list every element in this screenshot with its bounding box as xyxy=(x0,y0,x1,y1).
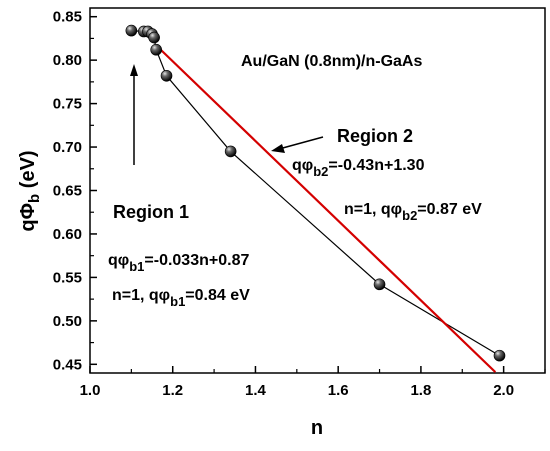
region-1-value: n=1, qφb1=0.84 eV xyxy=(112,287,250,309)
y-tick-label: 0.55 xyxy=(53,269,82,286)
data-point xyxy=(493,349,506,362)
y-axis-ticks: 0.45 0.50 0.55 0.60 0.65 0.70 0.75 0.80 0.85 xyxy=(53,9,97,373)
y-tick-label: 0.60 xyxy=(53,226,82,243)
data-point xyxy=(160,69,173,82)
y-tick-label: 0.70 xyxy=(53,139,82,156)
data-point xyxy=(150,43,162,56)
y-tick-label: 0.50 xyxy=(53,313,82,330)
x-axis-ticks: 1.0 1.2 1.4 1.6 1.8 2.0 xyxy=(80,366,546,399)
y-tick-label: 0.45 xyxy=(53,356,82,373)
x-tick-label: 1.0 xyxy=(80,382,101,399)
x-tick-label: 2.0 xyxy=(493,382,514,399)
region-1-arrow xyxy=(130,64,138,165)
y-tick-label: 0.85 xyxy=(53,9,82,26)
x-tick-label: 1.2 xyxy=(162,382,183,399)
region-2-label: Region 2 xyxy=(337,126,413,146)
region-2-arrow xyxy=(271,136,324,153)
region-2-value: n=1, qφb2=0.87 eV xyxy=(344,201,482,223)
x-tick-label: 1.8 xyxy=(410,382,431,399)
chart-title: Au/GaN (0.8nm)/n-GaAs xyxy=(241,53,422,70)
data-point xyxy=(148,31,160,44)
y-tick-label: 0.80 xyxy=(53,52,82,69)
data-point xyxy=(373,278,386,291)
fit-line xyxy=(155,44,497,373)
data-series-line xyxy=(131,29,500,357)
region-1-label: Region 1 xyxy=(113,202,189,222)
data-point xyxy=(125,24,138,37)
series-layer xyxy=(125,24,506,373)
x-tick-label: 1.4 xyxy=(245,382,267,399)
y-axis-label: qΦb (eV) xyxy=(17,150,43,231)
data-point xyxy=(224,145,237,158)
y-tick-label: 0.65 xyxy=(53,183,82,200)
y-tick-label: 0.75 xyxy=(53,96,82,113)
x-axis-label: n xyxy=(311,417,323,439)
region-2-equation: qφb2=-0.43n+1.30 xyxy=(292,157,425,179)
region-1-equation: qφb1=-0.033n+0.87 xyxy=(108,252,249,274)
x-tick-label: 1.6 xyxy=(328,382,349,399)
